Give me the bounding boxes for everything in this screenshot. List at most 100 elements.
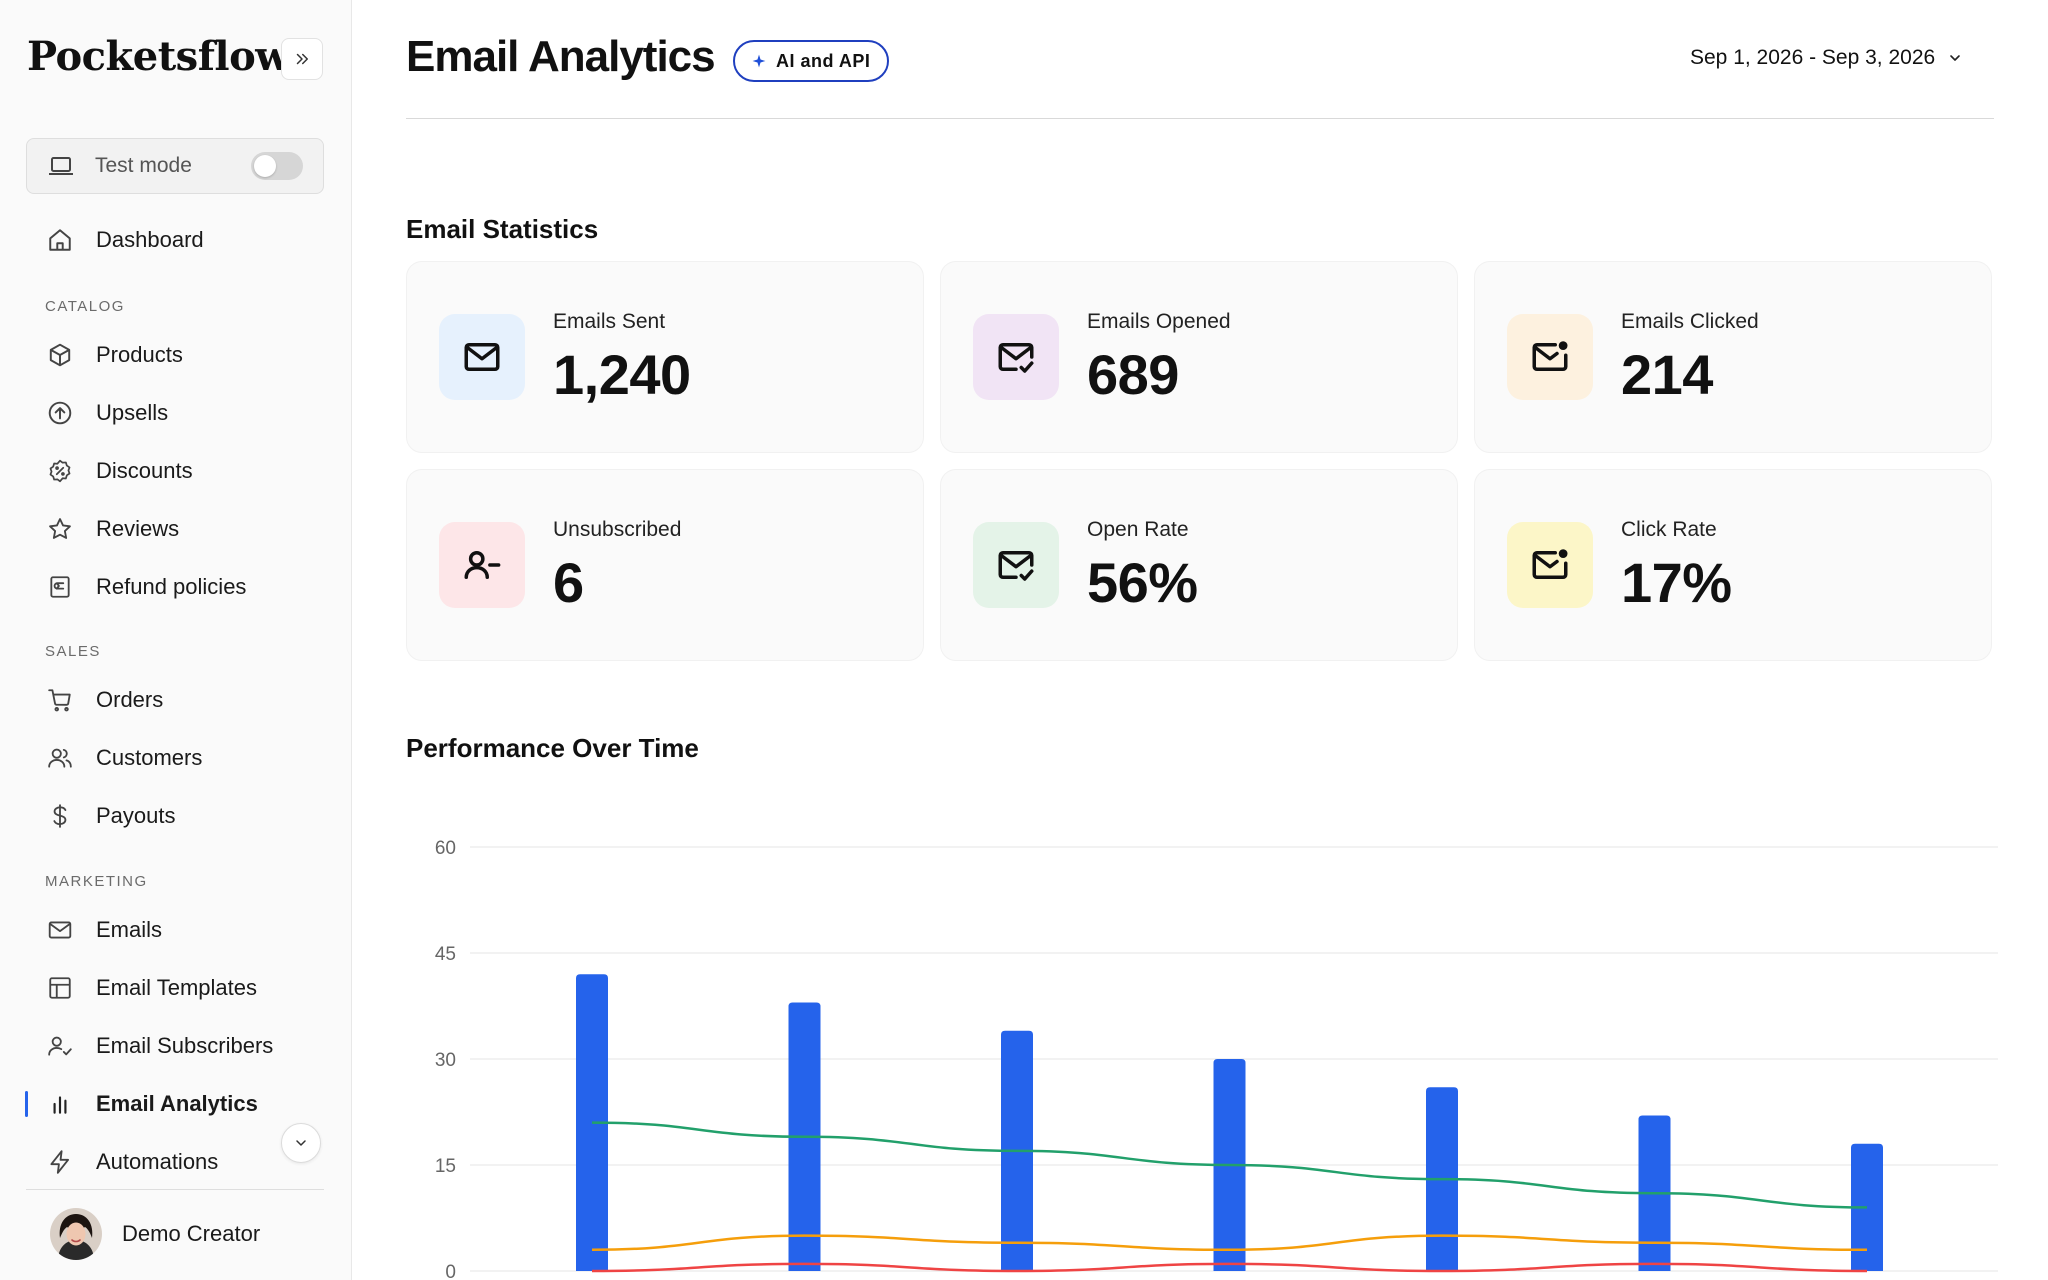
- sidebar-item-products[interactable]: Products: [26, 331, 324, 379]
- y-tick-label: 30: [435, 1050, 456, 1071]
- box-icon: [46, 341, 74, 369]
- user-profile[interactable]: Demo Creator: [50, 1208, 260, 1260]
- y-tick-label: 45: [435, 944, 456, 965]
- y-tick-label: 0: [445, 1262, 456, 1280]
- stat-label: Emails Opened: [1087, 310, 1231, 333]
- sidebar: Pocketsflow Test mode Dashboard CATALOG …: [0, 0, 352, 1280]
- stat-icon-box: [1507, 522, 1593, 608]
- y-tick-label: 15: [435, 1156, 456, 1177]
- sidebar-item-label: Upsells: [96, 400, 169, 425]
- sidebar-item-label: Emails: [96, 917, 163, 942]
- test-mode-switch[interactable]: [251, 152, 303, 180]
- stat-value: 689: [1087, 343, 1179, 406]
- home-icon: [46, 226, 74, 254]
- sidebar-item-label: Email Subscribers: [96, 1033, 274, 1058]
- stat-label: Emails Sent: [553, 310, 666, 333]
- avatar[interactable]: [50, 1208, 102, 1260]
- sidebar-item-reviews[interactable]: Reviews: [26, 505, 324, 553]
- collapse-sidebar-button[interactable]: [281, 38, 323, 80]
- dollar-icon: [46, 802, 74, 830]
- sparkle-icon: [752, 54, 766, 68]
- chevrons-right-icon: [296, 53, 308, 65]
- sidebar-item-dashboard[interactable]: Dashboard: [26, 216, 324, 264]
- sidebar-item-emails[interactable]: Emails: [26, 906, 324, 954]
- ai-api-badge[interactable]: AI and API: [733, 40, 890, 82]
- sidebar-item-label: Dashboard: [96, 227, 204, 252]
- cart-icon: [46, 686, 74, 714]
- sidebar-item-label: Email Templates: [96, 975, 257, 1000]
- chevron-down-icon: [296, 1140, 306, 1146]
- sidebar-item-label: Discounts: [96, 458, 193, 483]
- test-mode-label: Test mode: [95, 154, 192, 177]
- active-indicator: [25, 1091, 28, 1117]
- stat-label: Unsubscribed: [553, 518, 682, 541]
- sidebar-item-label: Payouts: [96, 803, 176, 828]
- stat-card-open-rate: Open Rate 56%: [940, 469, 1458, 661]
- sidebar-item-label: Orders: [96, 687, 164, 712]
- arrow-up-circle-icon: [46, 399, 74, 427]
- date-range-picker[interactable]: Sep 1, 2026 - Sep 3, 2026: [1690, 46, 1963, 70]
- stat-icon-box: [1507, 314, 1593, 400]
- sidebar-item-label: Refund policies: [96, 574, 247, 599]
- user-minus-icon: [464, 551, 501, 579]
- sidebar-item-discounts[interactable]: Discounts: [26, 447, 324, 495]
- sidebar-item-email-templates[interactable]: Email Templates: [26, 964, 324, 1012]
- stat-card-unsubscribed: Unsubscribed 6: [406, 469, 924, 661]
- sidebar-item-label: Products: [96, 342, 183, 367]
- stat-icon-box: [439, 522, 525, 608]
- sidebar-item-payouts[interactable]: Payouts: [26, 792, 324, 840]
- discount-badge-icon: [46, 457, 74, 485]
- refund-receipt-icon: [46, 573, 74, 601]
- stat-label: Open Rate: [1087, 518, 1189, 541]
- star-icon: [46, 515, 74, 543]
- section-label-sales: SALES: [45, 643, 101, 660]
- stat-card-click-rate: Click Rate 17%: [1474, 469, 1992, 661]
- sidebar-item-label: Customers: [96, 745, 203, 770]
- stat-card-emails-opened: Emails Opened 689: [940, 261, 1458, 453]
- lightning-icon: [46, 1148, 74, 1176]
- section-label-catalog: CATALOG: [45, 298, 125, 315]
- stat-card-emails-clicked: Emails Clicked 214: [1474, 261, 1992, 453]
- sidebar-item-orders[interactable]: Orders: [26, 676, 324, 724]
- mail-dot-icon: [1532, 549, 1568, 579]
- sidebar-item-upsells[interactable]: Upsells: [26, 389, 324, 437]
- stat-value: 1,240: [553, 343, 691, 406]
- user-check-icon: [46, 1032, 74, 1060]
- stat-value: 214: [1621, 343, 1713, 406]
- stat-value: 56%: [1087, 551, 1198, 614]
- ai-api-badge-label: AI and API: [776, 50, 871, 71]
- brand-logo[interactable]: Pocketsflow: [27, 33, 290, 80]
- template-icon: [46, 974, 74, 1002]
- mail-check-icon: [998, 343, 1034, 373]
- stat-icon-box: [439, 314, 525, 400]
- performance-chart: 0 15 30 45 60: [406, 818, 2006, 1280]
- sidebar-item-email-analytics[interactable]: Email Analytics: [26, 1080, 324, 1128]
- sidebar-item-label: Automations: [96, 1149, 219, 1174]
- sidebar-item-email-subscribers[interactable]: Email Subscribers: [26, 1022, 324, 1070]
- scroll-down-button[interactable]: [281, 1123, 321, 1163]
- sidebar-divider: [26, 1189, 324, 1190]
- chart-line-series-1: [591, 1121, 1868, 1209]
- sidebar-item-label: Reviews: [96, 516, 180, 541]
- mail-icon: [46, 916, 74, 944]
- stat-icon-box: [973, 314, 1059, 400]
- date-range-label: Sep 1, 2026 - Sep 3, 2026: [1690, 46, 1936, 69]
- laptop-icon: [47, 152, 75, 180]
- chevron-down-icon: [1950, 55, 1961, 61]
- section-title-email-statistics: Email Statistics: [406, 214, 599, 244]
- test-mode-toggle[interactable]: Test mode: [26, 138, 324, 194]
- stat-label: Emails Clicked: [1621, 310, 1759, 333]
- stat-card-emails-sent: Emails Sent 1,240: [406, 261, 924, 453]
- mail-check-icon: [998, 551, 1034, 581]
- sidebar-item-label: Email Analytics: [96, 1091, 258, 1116]
- section-title-performance: Performance Over Time: [406, 733, 699, 763]
- mail-icon: [464, 343, 500, 371]
- stat-value: 6: [553, 551, 584, 614]
- sidebar-item-automations[interactable]: Automations: [26, 1138, 324, 1186]
- sidebar-item-customers[interactable]: Customers: [26, 734, 324, 782]
- stat-label: Click Rate: [1621, 518, 1717, 541]
- stat-icon-box: [973, 522, 1059, 608]
- y-tick-label: 60: [435, 838, 456, 859]
- sidebar-item-refund-policies[interactable]: Refund policies: [26, 563, 324, 611]
